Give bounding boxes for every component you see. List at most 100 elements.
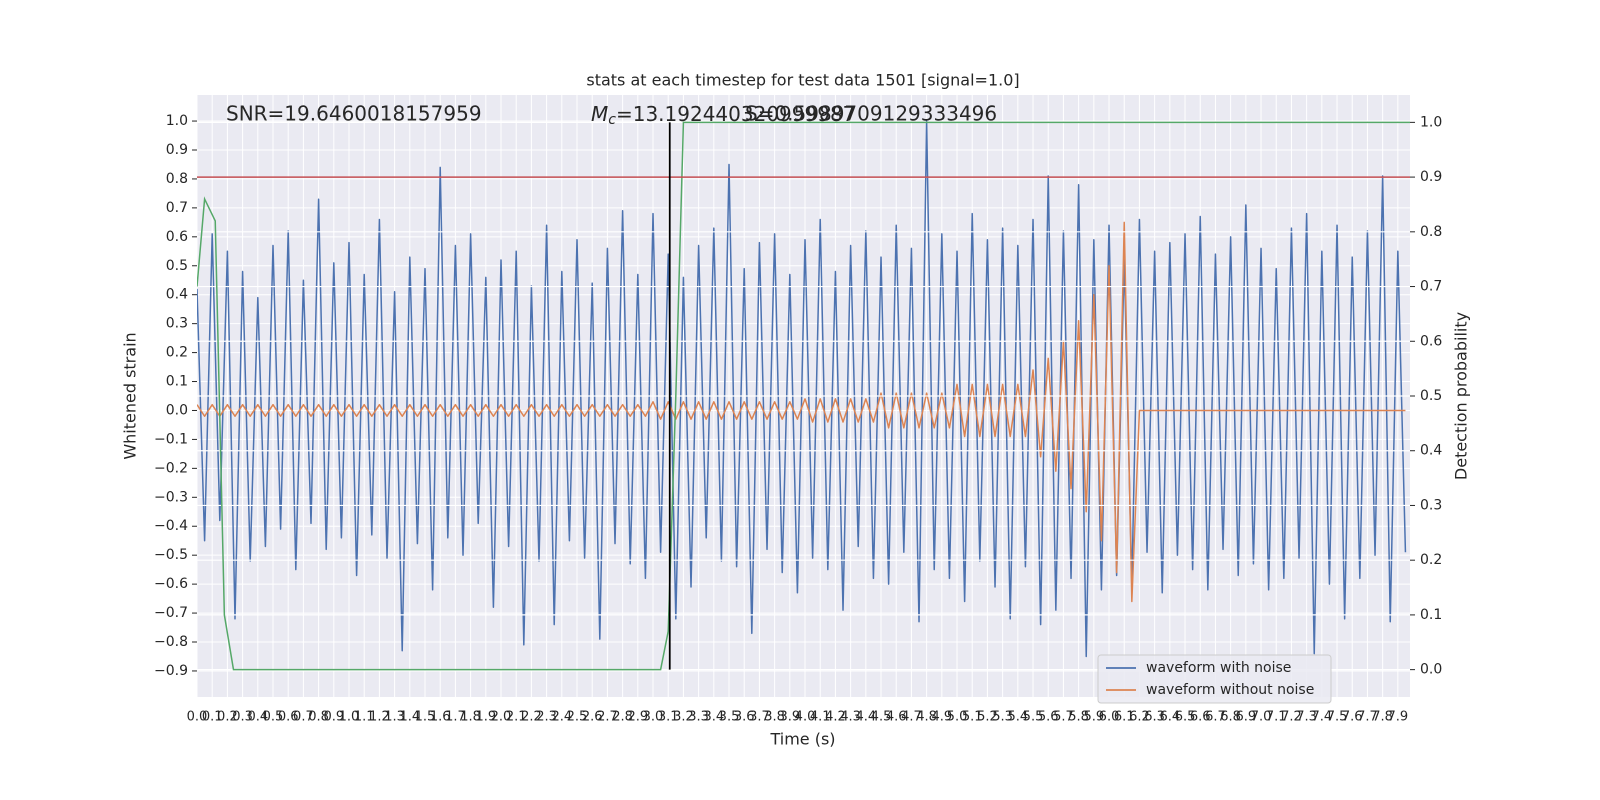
x-tick-label: 1.5 [415, 710, 436, 725]
x-tick-label: 3.3 [688, 710, 709, 725]
legend-label: waveform with noise [1146, 660, 1291, 676]
ticks: 0.00.10.20.30.40.50.60.70.80.91.01.11.21… [154, 113, 1442, 724]
x-tick-label: 3.4 [703, 710, 724, 725]
x-tick-label: 6.2 [1129, 710, 1150, 725]
x-tick-label: 0.2 [217, 710, 238, 725]
x-tick-label: 0.9 [323, 710, 344, 725]
annotation-subscript: c [608, 112, 616, 128]
y-tick-label: −0.4 [154, 518, 188, 534]
x-tick-label: 5.2 [977, 710, 998, 725]
x-tick-label: 2.6 [582, 710, 603, 725]
y-tick-label: −0.3 [154, 489, 188, 505]
legend-label: waveform without noise [1146, 682, 1314, 698]
y-tick-label: −0.1 [154, 431, 188, 447]
y-tick-label: −0.7 [154, 605, 188, 621]
annotation-symbol: M [591, 102, 608, 126]
y2-tick-label: 0.9 [1420, 169, 1442, 185]
x-tick-label: 0.8 [308, 710, 329, 725]
x-tick-label: 6.1 [1114, 710, 1135, 725]
x-tick-label: 5.1 [962, 710, 983, 725]
x-tick-label: 4.4 [855, 710, 876, 725]
x-tick-label: 6.6 [1190, 710, 1211, 725]
x-tick-label: 7.5 [1327, 710, 1348, 725]
x-tick-label: 0.6 [278, 710, 299, 725]
data-layer [197, 120, 1407, 658]
x-tick-label: 4.8 [916, 710, 937, 725]
annotation-text: =13.192440320999987 [616, 102, 855, 126]
x-tick-label: 6.4 [1159, 710, 1180, 725]
y-tick-label: 0.5 [166, 258, 188, 274]
y2-tick-label: 0.7 [1420, 279, 1442, 295]
x-tick-label: 1.6 [430, 710, 451, 725]
x-tick-label: 3.5 [719, 710, 740, 725]
y-tick-label: 0.0 [166, 402, 188, 418]
x-tick-label: 6.3 [1144, 710, 1165, 725]
x-tick-label: 2.4 [551, 710, 572, 725]
y2-tick-label: 0.2 [1420, 552, 1442, 568]
annotation: S=0.5989709129333496 [745, 102, 997, 126]
y-tick-label: −0.8 [154, 634, 188, 650]
y-tick-label: −0.6 [154, 576, 188, 592]
x-tick-label: 7.7 [1357, 710, 1378, 725]
x-tick-label: 0.0 [187, 710, 208, 725]
x-tick-label: 2.8 [612, 710, 633, 725]
x-tick-label: 7.6 [1342, 710, 1363, 725]
x-tick-label: 4.0 [795, 710, 816, 725]
overlay-layer [197, 121, 1410, 671]
x-tick-label: 1.1 [354, 710, 375, 725]
y-tick-label: −0.5 [154, 547, 188, 563]
series-line [197, 221, 1406, 603]
y-tick-label: −0.9 [154, 663, 188, 679]
x-tick-label: 0.7 [293, 710, 314, 725]
x-tick-label: 1.7 [445, 710, 466, 725]
probability-line [197, 121, 1410, 671]
y-tick-label: 0.2 [166, 345, 188, 361]
x-tick-label: 4.2 [825, 710, 846, 725]
x-tick-label: 3.1 [658, 710, 679, 725]
x-tick-label: 5.7 [1053, 710, 1074, 725]
y2-axis-label: Detection probability [1452, 312, 1471, 480]
x-tick-label: 3.7 [749, 710, 770, 725]
y-tick-label: 0.3 [166, 316, 188, 332]
x-tick-label: 0.5 [263, 710, 284, 725]
series-line [197, 120, 1407, 658]
x-tick-label: 4.3 [840, 710, 861, 725]
y-tick-label: 1.0 [166, 113, 188, 129]
x-tick-label: 5.6 [1038, 710, 1059, 725]
x-tick-label: 3.9 [779, 710, 800, 725]
legend-box [1097, 654, 1332, 704]
x-tick-label: 2.1 [506, 710, 527, 725]
annotation: SNR=19.6460018157959 [226, 102, 482, 126]
y2-tick-label: 0.3 [1420, 497, 1442, 513]
x-tick-label: 5.4 [1007, 710, 1028, 725]
y2-tick-label: 0.8 [1420, 224, 1442, 240]
x-tick-label: 1.9 [475, 710, 496, 725]
x-tick-label: 1.0 [339, 710, 360, 725]
x-tick-label: 4.9 [931, 710, 952, 725]
y2-tick-label: 1.0 [1420, 114, 1442, 130]
x-tick-label: 2.7 [597, 710, 618, 725]
x-tick-label: 7.2 [1281, 710, 1302, 725]
x-tick-label: 2.5 [567, 710, 588, 725]
x-tick-label: 1.8 [460, 710, 481, 725]
x-tick-label: 1.3 [384, 710, 405, 725]
x-tick-label: 7.1 [1266, 710, 1287, 725]
x-tick-label: 3.8 [764, 710, 785, 725]
x-tick-label: 7.4 [1311, 710, 1332, 725]
x-tick-label: 5.3 [992, 710, 1013, 725]
x-tick-label: 5.0 [947, 710, 968, 725]
y-tick-label: 0.6 [166, 229, 188, 245]
x-tick-label: 5.5 [1023, 710, 1044, 725]
y-tick-label: 0.9 [166, 142, 188, 158]
y2-tick-label: 0.5 [1420, 388, 1442, 404]
x-tick-label: 4.6 [886, 710, 907, 725]
x-axis-label: Time (s) [769, 730, 835, 749]
y-tick-label: 0.1 [166, 374, 188, 390]
x-tick-label: 5.9 [1083, 710, 1104, 725]
x-tick-label: 0.3 [232, 710, 253, 725]
x-tick-label: 5.8 [1068, 710, 1089, 725]
y2-tick-label: 0.1 [1420, 607, 1442, 623]
x-tick-label: 6.9 [1235, 710, 1256, 725]
x-tick-label: 1.2 [369, 710, 390, 725]
